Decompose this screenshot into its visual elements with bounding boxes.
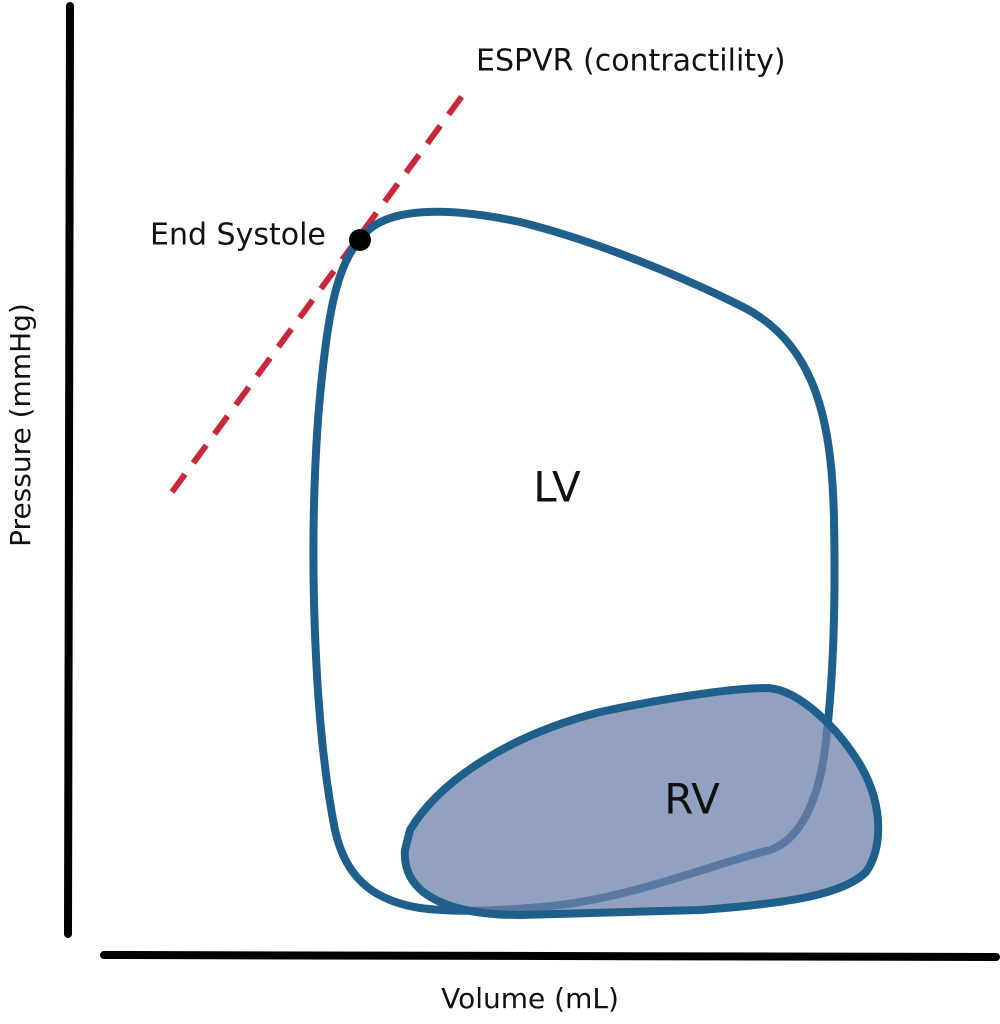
- y-axis-label: Pressure (mmHg): [4, 303, 37, 547]
- x-axis: [100, 951, 1000, 961]
- end-systole-label: End Systole: [150, 218, 326, 253]
- lv-label: LV: [533, 463, 581, 512]
- end-systole-point: [349, 229, 371, 251]
- y-axis: [64, 2, 74, 938]
- espvr-line: [169, 86, 471, 494]
- rv-loop: [400, 683, 883, 920]
- rv-label: RV: [664, 775, 720, 824]
- x-axis-label: Volume (mL): [441, 982, 619, 1015]
- espvr-label: ESPVR (contractility): [476, 44, 786, 79]
